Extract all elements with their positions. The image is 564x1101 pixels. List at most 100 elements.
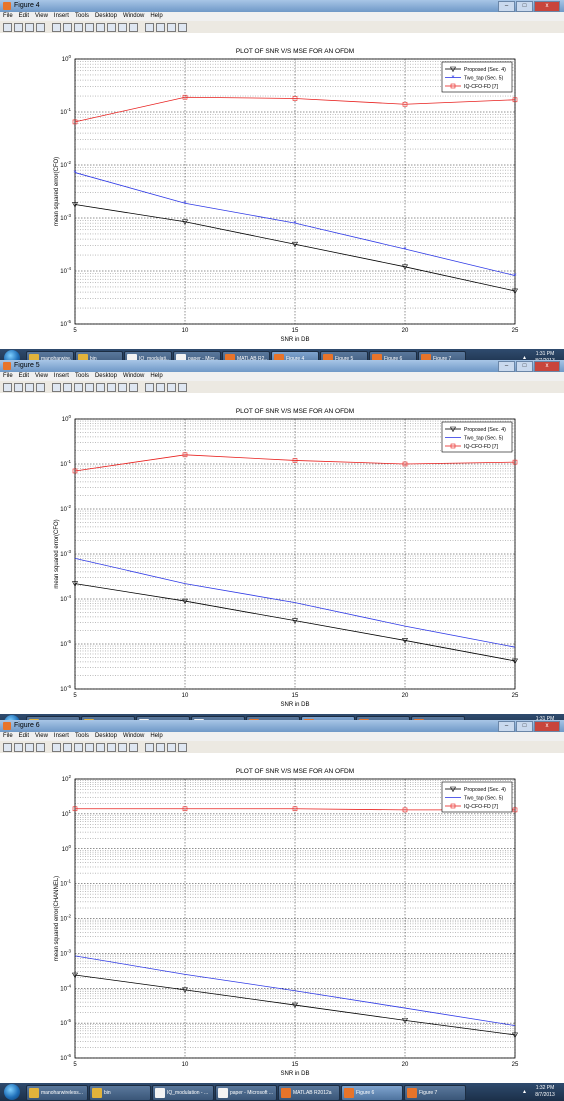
brush-icon[interactable] (118, 743, 127, 752)
legend-icon[interactable] (156, 23, 165, 32)
menu-window[interactable]: Window (122, 373, 145, 379)
menu-help[interactable]: Help (150, 373, 163, 379)
rotate-icon[interactable] (96, 743, 105, 752)
taskbar-item[interactable]: paper - Microsoft ... (215, 1085, 277, 1101)
data-cursor-icon[interactable] (107, 743, 116, 752)
taskbar-item[interactable]: Figure 6 (341, 1085, 403, 1101)
pan-icon[interactable] (85, 383, 94, 392)
menu-file[interactable]: File (3, 13, 13, 19)
rotate-icon[interactable] (96, 383, 105, 392)
save-icon[interactable] (25, 743, 34, 752)
edit-arrow-icon[interactable] (52, 23, 61, 32)
zoom-in-icon[interactable] (63, 383, 72, 392)
new-file-icon[interactable] (3, 23, 12, 32)
data-point-marker: * (184, 200, 187, 207)
print-icon[interactable] (36, 383, 45, 392)
taskbar-item[interactable]: manoharwireless... (26, 1085, 88, 1101)
menu-window[interactable]: Window (122, 733, 145, 739)
rotate-icon[interactable] (96, 23, 105, 32)
menu-insert[interactable]: Insert (53, 13, 69, 19)
zoom-in-icon[interactable] (63, 743, 72, 752)
window-title: Figure 5 (14, 362, 40, 369)
menu-window[interactable]: Window (122, 13, 145, 19)
zoom-out-icon[interactable] (74, 383, 83, 392)
hide-plot-tools-icon[interactable] (167, 23, 176, 32)
menu-desktop[interactable]: Desktop (94, 733, 117, 739)
window-titlebar[interactable]: Figure 6 – □ x (0, 720, 564, 732)
maximize-button[interactable]: □ (516, 361, 533, 372)
menu-tools[interactable]: Tools (74, 373, 89, 379)
show-plot-tools-icon[interactable] (178, 383, 187, 392)
show-plot-tools-icon[interactable] (178, 743, 187, 752)
close-button[interactable]: x (534, 361, 560, 372)
taskbar-item[interactable]: IQ_modulation - ... (152, 1085, 214, 1101)
hide-plot-tools-icon[interactable] (167, 743, 176, 752)
open-file-icon[interactable] (14, 383, 23, 392)
new-file-icon[interactable] (3, 743, 12, 752)
taskbar-item[interactable]: bin (89, 1085, 151, 1101)
maximize-button[interactable]: □ (516, 721, 533, 732)
colorbar-icon[interactable] (145, 743, 154, 752)
system-clock[interactable]: 1:32 PM 8/7/2013 (530, 1085, 560, 1099)
brush-icon[interactable] (118, 383, 127, 392)
legend-icon[interactable] (156, 383, 165, 392)
menu-view[interactable]: View (35, 733, 48, 739)
zoom-in-icon[interactable] (63, 23, 72, 32)
print-icon[interactable] (36, 23, 45, 32)
minimize-button[interactable]: – (498, 721, 515, 732)
menu-help[interactable]: Help (150, 13, 163, 19)
taskbar-item[interactable]: Figure 7 (404, 1085, 466, 1101)
pan-icon[interactable] (85, 743, 94, 752)
menu-insert[interactable]: Insert (53, 733, 69, 739)
link-icon[interactable] (129, 23, 138, 32)
hide-plot-tools-icon[interactable] (167, 383, 176, 392)
menu-desktop[interactable]: Desktop (94, 13, 117, 19)
edit-arrow-icon[interactable] (52, 383, 61, 392)
menu-view[interactable]: View (35, 13, 48, 19)
legend-icon[interactable] (156, 743, 165, 752)
menu-edit[interactable]: Edit (18, 13, 30, 19)
window-titlebar[interactable]: Figure 5 – □ x (0, 360, 564, 372)
edit-arrow-icon[interactable] (52, 743, 61, 752)
menu-file[interactable]: File (3, 733, 13, 739)
menu-edit[interactable]: Edit (18, 733, 30, 739)
maximize-button[interactable]: □ (516, 1, 533, 12)
link-icon[interactable] (129, 383, 138, 392)
close-button[interactable]: x (534, 721, 560, 732)
pan-icon[interactable] (85, 23, 94, 32)
menu-file[interactable]: File (3, 373, 13, 379)
menu-desktop[interactable]: Desktop (94, 373, 117, 379)
zoom-out-icon[interactable] (74, 743, 83, 752)
new-file-icon[interactable] (3, 383, 12, 392)
zoom-out-icon[interactable] (74, 23, 83, 32)
save-icon[interactable] (25, 23, 34, 32)
colorbar-icon[interactable] (145, 383, 154, 392)
colorbar-icon[interactable] (145, 23, 154, 32)
data-point-marker (450, 443, 456, 449)
menu-insert[interactable]: Insert (53, 373, 69, 379)
start-button[interactable] (4, 1084, 20, 1100)
close-button[interactable]: x (534, 1, 560, 12)
menu-edit[interactable]: Edit (18, 373, 30, 379)
open-file-icon[interactable] (14, 743, 23, 752)
data-cursor-icon[interactable] (107, 383, 116, 392)
menu-tools[interactable]: Tools (74, 733, 89, 739)
taskbar-item[interactable]: MATLAB R2012a (278, 1085, 340, 1101)
taskbar-app-icon (281, 1088, 291, 1098)
window-titlebar[interactable]: Figure 4 – □ x (0, 0, 564, 12)
print-icon[interactable] (36, 743, 45, 752)
show-plot-tools-icon[interactable] (178, 23, 187, 32)
menu-view[interactable]: View (35, 373, 48, 379)
taskbar-item-label: Figure 4 (286, 356, 305, 362)
menu-tools[interactable]: Tools (74, 13, 89, 19)
menu-help[interactable]: Help (150, 733, 163, 739)
data-cursor-icon[interactable] (107, 23, 116, 32)
tray-arrow-icon[interactable]: ▴ (522, 1089, 526, 1095)
open-file-icon[interactable] (14, 23, 23, 32)
link-icon[interactable] (129, 743, 138, 752)
tray-arrow-icon[interactable]: ▴ (522, 355, 526, 361)
brush-icon[interactable] (118, 23, 127, 32)
minimize-button[interactable]: – (498, 361, 515, 372)
minimize-button[interactable]: – (498, 1, 515, 12)
save-icon[interactable] (25, 383, 34, 392)
